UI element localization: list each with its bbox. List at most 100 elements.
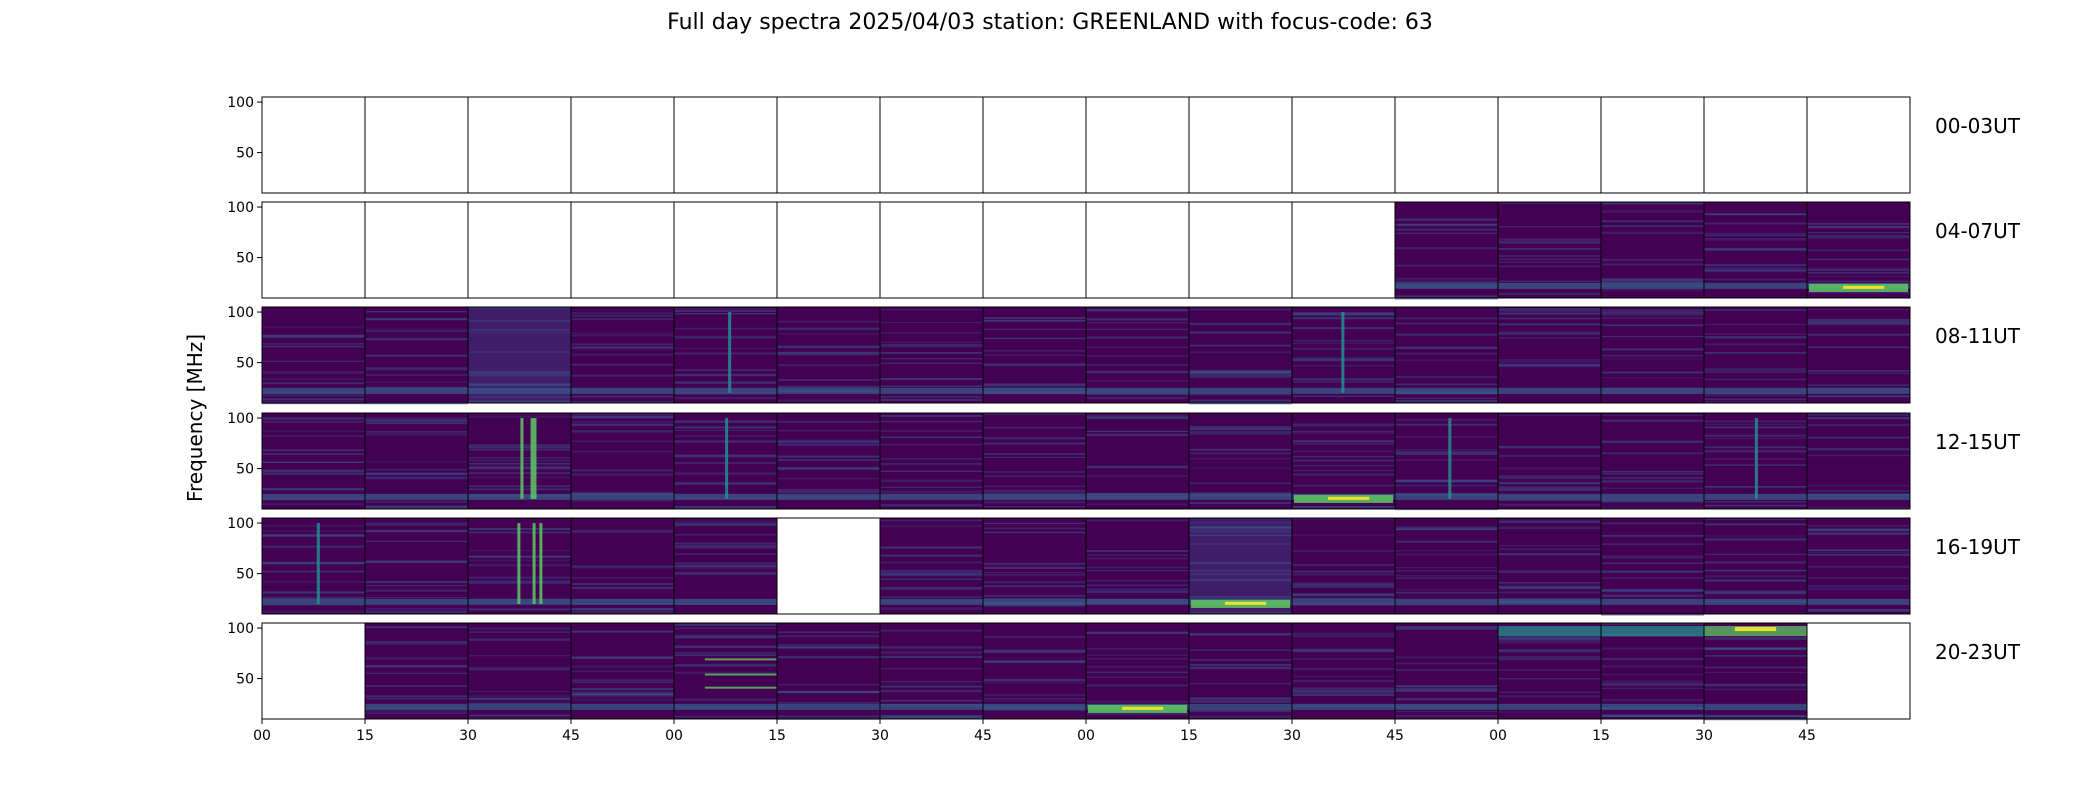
noise-line <box>571 611 674 614</box>
noise-line <box>983 649 1086 652</box>
noise-line <box>983 453 1086 455</box>
noise-line <box>1498 656 1601 658</box>
noise-line <box>880 607 983 610</box>
noise-line <box>1704 569 1807 572</box>
noise-line <box>1292 465 1395 467</box>
noise-line <box>365 367 468 370</box>
panel-frame <box>1394 96 1499 194</box>
noise-line <box>1189 522 1292 524</box>
noise-line <box>468 488 571 491</box>
panel-frame <box>673 96 778 194</box>
noise-line <box>365 422 468 425</box>
spectrogram-panel <box>1703 201 1808 299</box>
noise-line <box>1292 442 1395 445</box>
noise-line <box>571 332 674 334</box>
noise-line <box>365 328 468 330</box>
noise-line <box>468 383 571 386</box>
y-tick-label: 50 <box>236 356 254 372</box>
spectrogram-panel <box>776 96 881 194</box>
y-tick-label: 50 <box>236 567 254 583</box>
noise-line <box>1601 590 1704 592</box>
low-band <box>1601 387 1704 394</box>
noise-line <box>262 469 365 473</box>
noise-line <box>365 330 468 333</box>
panel-frame <box>570 201 675 299</box>
noise-line <box>880 587 983 590</box>
noise-line <box>262 596 365 600</box>
noise-line <box>777 320 880 323</box>
noise-line <box>1189 431 1292 433</box>
x-tick-label: 45 <box>562 728 580 744</box>
noise-line <box>983 581 1086 584</box>
noise-line <box>1498 333 1601 335</box>
noise-line <box>983 491 1086 495</box>
noise-line <box>571 529 674 533</box>
spectrogram-panel <box>879 622 984 720</box>
y-tick-label: 50 <box>236 672 254 688</box>
noise-line <box>1601 263 1704 266</box>
x-tick-label: 15 <box>768 728 786 744</box>
spectrogram-panel <box>1806 201 1911 299</box>
noise-line <box>365 657 468 660</box>
noise-line <box>1498 520 1601 524</box>
noise-line <box>1601 687 1704 689</box>
noise-line <box>880 344 983 347</box>
noise-line <box>1086 308 1189 312</box>
noise-line <box>983 595 1086 597</box>
noise-line <box>262 360 365 362</box>
noise-line <box>365 582 468 584</box>
spectral-line <box>704 673 777 676</box>
noise-line <box>262 420 365 423</box>
noise-line <box>1807 423 1910 427</box>
panel-background <box>1498 518 1601 614</box>
noise-line <box>1395 223 1498 226</box>
noise-line <box>1086 631 1189 634</box>
noise-line <box>571 610 674 612</box>
noise-line <box>1704 264 1807 267</box>
panel-frame <box>1600 96 1705 194</box>
noise-line <box>983 585 1086 588</box>
noise-line <box>1395 435 1498 439</box>
noise-line <box>983 506 1086 508</box>
noise-line <box>983 709 1086 711</box>
noise-line <box>1704 333 1807 335</box>
noise-line <box>880 420 983 422</box>
low-band <box>365 387 468 394</box>
noise-line <box>1189 708 1292 712</box>
noise-line <box>1498 526 1601 530</box>
noise-line <box>571 318 674 320</box>
noise-line <box>1807 324 1910 326</box>
noise-line <box>1189 715 1292 718</box>
noise-line <box>365 584 468 587</box>
low-band <box>1395 387 1498 394</box>
noise-line <box>983 475 1086 477</box>
noise-line <box>365 419 468 422</box>
noise-line <box>365 665 468 668</box>
noise-line <box>1704 684 1807 687</box>
noise-line <box>880 308 983 311</box>
noise-line <box>1086 336 1189 339</box>
spectrogram-panel <box>879 96 984 194</box>
spectrogram-panel <box>776 201 881 299</box>
noise-line <box>1189 376 1292 378</box>
noise-line <box>1704 368 1807 371</box>
radio-burst <box>520 418 524 499</box>
noise-line <box>1292 424 1395 427</box>
noise-line <box>1498 499 1601 501</box>
noise-line <box>1189 331 1292 334</box>
spectra-row: 50 100 20-23UT <box>227 621 2021 721</box>
panel-background <box>1704 307 1807 403</box>
noise-line <box>1498 553 1601 556</box>
spectra-row: 50 100 04-07UT <box>227 200 2021 300</box>
noise-line <box>880 651 983 654</box>
noise-line <box>1498 547 1601 551</box>
spectrogram-panel <box>1600 622 1705 720</box>
spectrogram-panel <box>1085 622 1190 720</box>
noise-line <box>983 328 1086 331</box>
panel-background <box>262 413 365 509</box>
noise-line <box>1086 492 1189 495</box>
high-band <box>1498 626 1601 637</box>
noise-line <box>1395 626 1498 629</box>
panel-frame <box>776 96 881 194</box>
noise-line <box>1292 473 1395 476</box>
